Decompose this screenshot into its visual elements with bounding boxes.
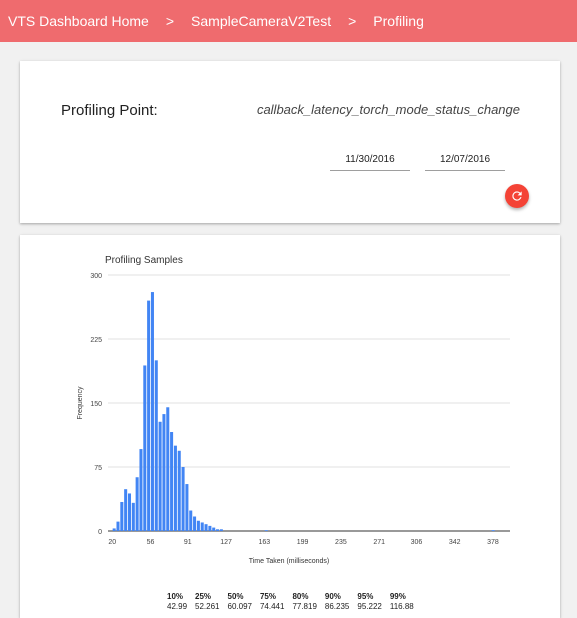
y-tick-label: 300 [90,273,102,280]
histogram-bar [124,489,128,531]
y-tick-label: 225 [90,337,102,344]
breadcrumb-test-link[interactable]: SampleCameraV2Test [191,13,332,29]
x-tick-label: 91 [184,539,192,546]
chart-title: Profiling Samples [105,255,183,266]
histogram-bar [135,477,139,531]
percentile-value: 74.441 [259,601,285,611]
y-tick-label: 150 [90,401,102,408]
x-tick-label: 378 [487,539,499,546]
profiling-point-label: Profiling Point: [61,102,158,119]
histogram-bar [147,300,151,531]
histogram-bar [139,449,143,531]
percentile-table: 10% 25% 50% 75% 80% 90% 95% 99% 42.99 52… [163,591,418,611]
x-tick-label: 20 [108,539,116,546]
histogram-bar [154,360,158,531]
refresh-button[interactable] [505,184,529,208]
percentile-value: 86.235 [324,601,350,611]
profiling-point-card: Profiling Point: callback_latency_torch_… [20,61,560,223]
percentile-header: 80% [292,591,309,601]
percentile-header: 90% [324,591,341,601]
x-tick-label: 306 [411,539,423,546]
histogram-bar [193,516,197,531]
breadcrumb-separator: > [165,13,175,29]
y-tick-label: 75 [94,465,102,472]
histogram-bar [491,530,495,531]
histogram-bar [116,521,120,531]
percentile-header: 10% [167,591,184,601]
breadcrumb-current-page[interactable]: Profiling [373,13,424,29]
histogram-bar [173,445,177,531]
histogram-bar [212,527,216,531]
percentile-value: 52.261 [195,601,220,611]
percentile-header-row: 10% 25% 50% 75% 80% 90% 95% 99% [163,591,418,601]
breadcrumb-home-link[interactable]: VTS Dashboard Home [8,13,149,29]
histogram-bar [204,524,208,531]
percentile-value: 42.99 [167,601,188,611]
profiling-chart-card: Profiling Samples 0 75 150 225 300 20 56 91 127 1… [20,235,560,618]
x-axis-label: Time Taken (milliseconds) [249,558,330,565]
percentile-value: 60.097 [227,601,252,611]
percentile-header: 75% [259,591,276,601]
histogram-bar [216,529,220,531]
histogram-bar [143,365,147,531]
percentile-header: 95% [357,591,374,601]
refresh-icon [512,191,522,201]
histogram-bar [219,529,223,531]
percentile-value: 95.222 [357,601,382,611]
histogram-bar [189,510,193,531]
histogram-bar [185,484,189,531]
end-date-input[interactable] [425,149,505,171]
start-date-input[interactable] [330,149,410,171]
histogram-bar [162,414,166,531]
histogram-bar [264,530,268,531]
breadcrumb-separator: > [348,13,357,29]
y-tick-label: 0 [98,529,102,536]
histogram-bar [200,522,204,531]
breadcrumb: VTS Dashboard Home > SampleCameraV2Test … [0,0,577,42]
percentile-value-row: 42.99 52.261 60.097 74.441 77.819 86.235… [163,601,418,611]
percentile-value: 77.819 [292,601,317,611]
percentile-header: 50% [227,591,244,601]
histogram-bar [127,493,131,531]
x-tick-label: 235 [335,539,347,546]
histogram-bar [181,467,185,531]
x-tick-label: 271 [373,539,385,546]
x-tick-label: 199 [297,539,309,546]
histogram-bar [112,528,116,531]
percentile-header: 99% [389,591,406,601]
y-axis-label: Frequency [77,386,84,420]
profiling-point-value: callback_latency_torch_mode_status_chang… [256,102,520,117]
x-tick-label: 342 [449,539,461,546]
x-tick-label: 56 [147,539,155,546]
histogram-bar [150,292,154,531]
histogram-bar [208,525,212,531]
histogram-bar [120,501,124,531]
histogram-bar [131,502,135,531]
histogram-bar [158,421,162,531]
histogram-bar [166,407,170,531]
x-tick-label: 127 [220,539,232,546]
percentile-value: 116.88 [389,601,414,611]
histogram-bar [177,450,181,531]
percentile-header: 25% [195,591,212,601]
histogram-bar [170,432,174,531]
histogram-bar [196,520,200,531]
histogram-chart: 0 75 150 225 300 20 56 91 127 163 199 235 271 306 342 3… [77,273,510,565]
x-tick-label: 163 [258,539,270,546]
